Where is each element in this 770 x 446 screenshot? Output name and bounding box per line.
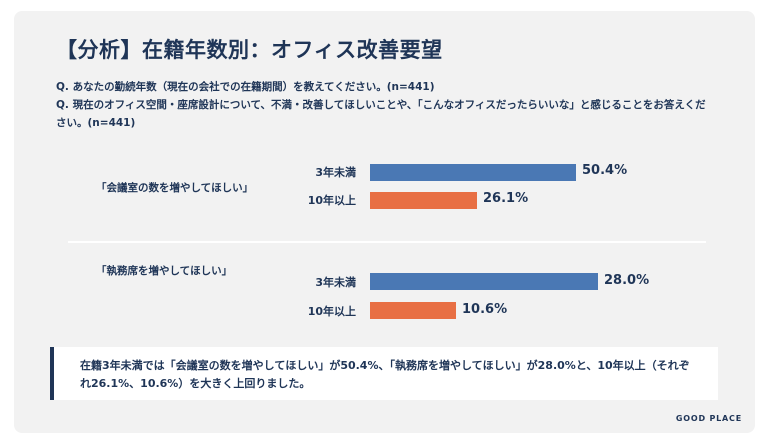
chart-2-title: 「執務席を増やしてほしい」 [96,265,233,277]
chart-2-category-0: 3年未満 [315,276,356,289]
chart-1-value-0: 50.4% [582,163,628,178]
chart-1-bar-over-10-years [370,192,477,209]
chart-1-title: 「会議室の数を増やしてほしい」 [96,182,254,194]
chart-1-category-1: 10年以上 [307,194,356,207]
chart-2-value-0: 28.0% [604,273,650,288]
chart-2-value-1: 10.6% [462,302,508,317]
chart-divider [68,241,706,243]
chart-2-category-1: 10年以上 [307,305,356,318]
summary-box: 在籍3年未満では「会議室の数を増やしてほしい」が50.4%、「執務席を増やしてほ… [50,347,718,400]
brand-logo: GOOD PLACE [675,414,742,423]
summary-text: 在籍3年未満では「会議室の数を増やしてほしい」が50.4%、「執務席を増やしてほ… [80,359,690,390]
chart-1-bar-under-3-years [370,164,576,181]
page-title: 【分析】在籍年数別：オフィス改善要望 [56,38,443,62]
chart-1-value-1: 26.1% [483,191,529,206]
chart-2-bar-under-3-years [370,273,598,290]
chart-2-bar-over-10-years [370,302,456,319]
question-2: Q. 現在のオフィス空間・座席設計について、不満・改善してほしいことや、「こんな… [56,99,706,129]
question-1: Q. あなたの勤続年数（現在の会社での在籍期間）を教えてください。(n=441) [56,81,435,93]
chart-1-category-0: 3年未満 [315,166,356,179]
